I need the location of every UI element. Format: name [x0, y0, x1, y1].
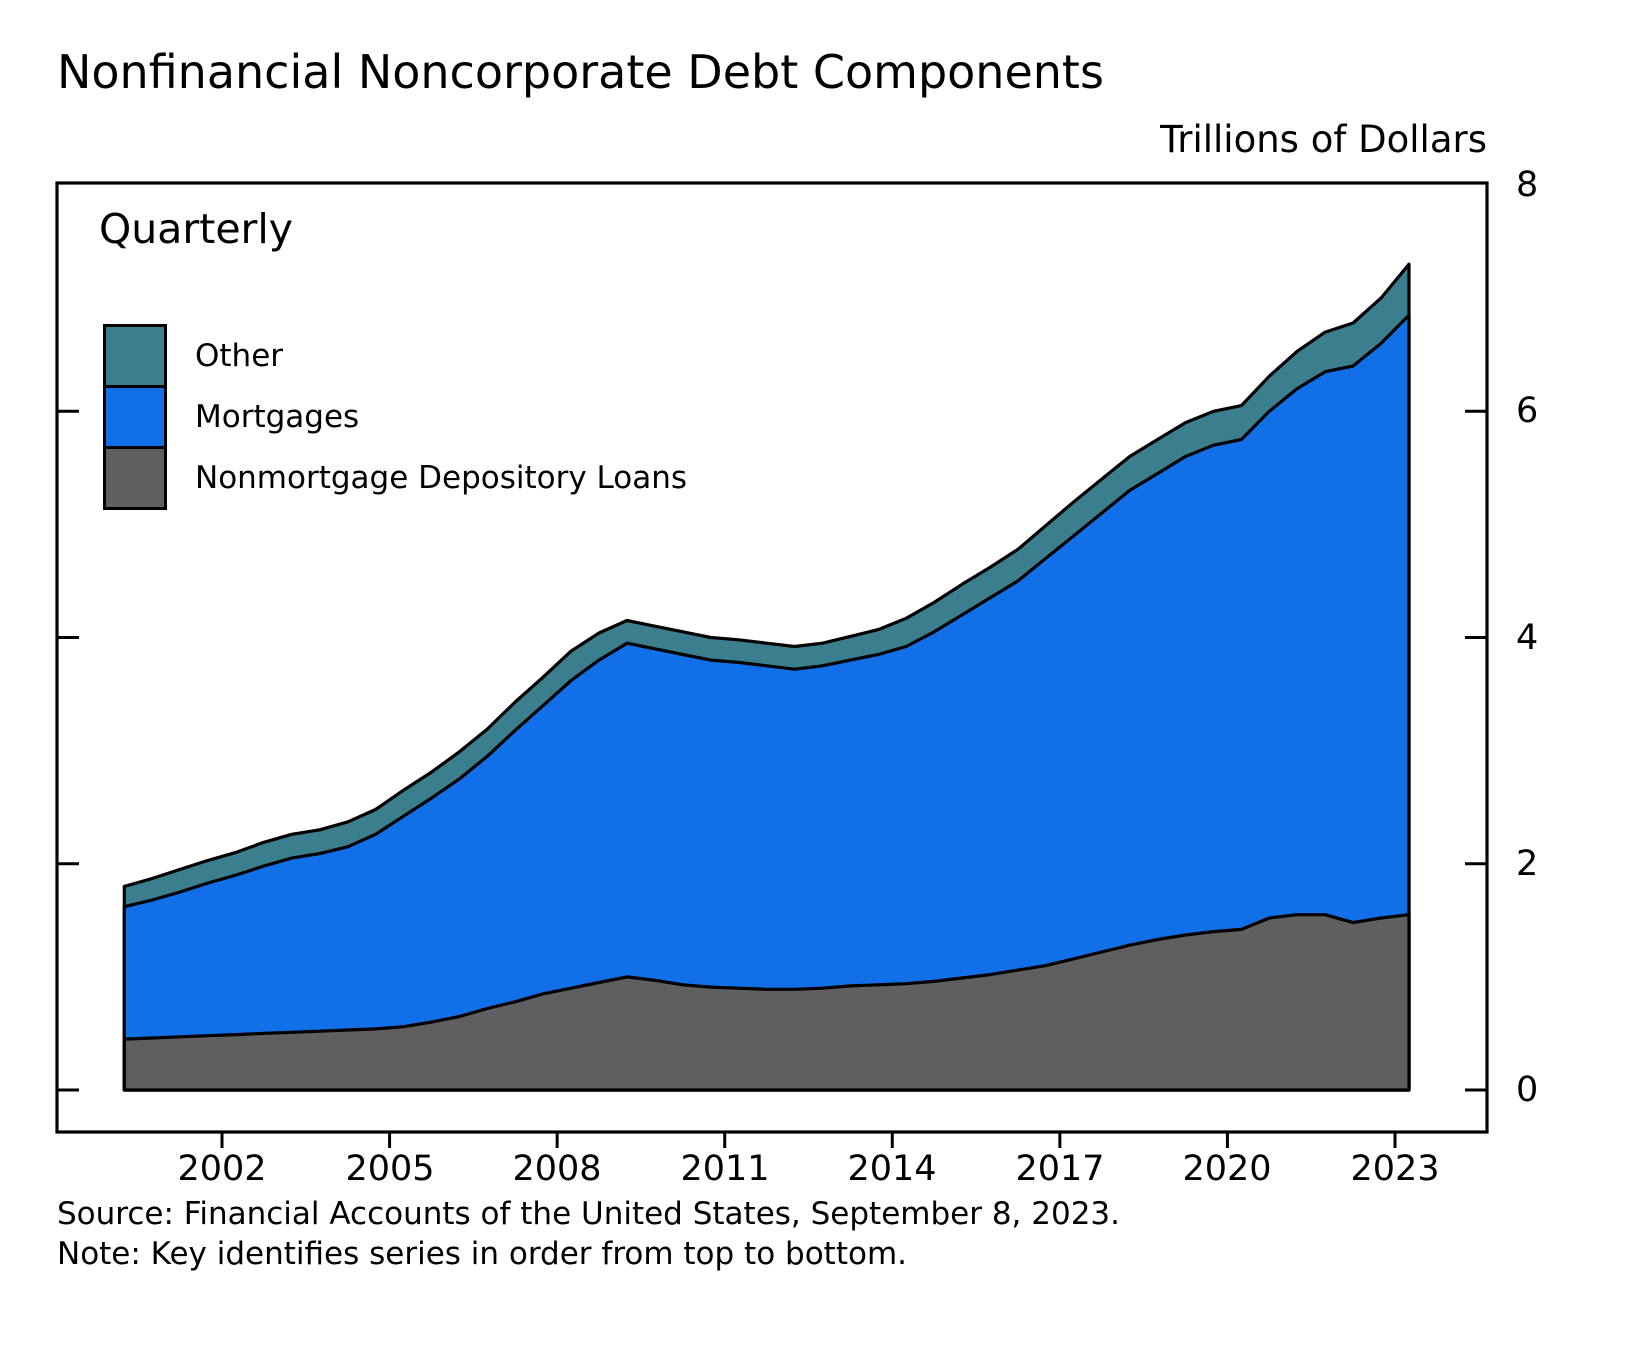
y-tick-label-2: 2: [1516, 844, 1539, 884]
source-text: Source: Financial Accounts of the United…: [57, 1196, 1121, 1232]
y-tick-label-0: 0: [1516, 1070, 1539, 1110]
x-tick-label-2020: 2020: [1182, 1149, 1272, 1189]
x-tick-label-2005: 2005: [345, 1149, 435, 1189]
legend-item-mortgages: Mortgages: [103, 385, 687, 449]
x-tick-label-2014: 2014: [847, 1149, 937, 1189]
frequency-label: Quarterly: [99, 205, 294, 253]
legend-label-other: Other: [195, 338, 284, 374]
note-text: Note: Key identifies series in order fro…: [57, 1236, 908, 1272]
legend-label-mortgages: Mortgages: [195, 399, 360, 435]
legend-item-nonmortgage-depository-loans: Nonmortgage Depository Loans: [103, 446, 687, 510]
x-tick-label-2023: 2023: [1350, 1149, 1440, 1189]
x-tick-label-2011: 2011: [680, 1149, 770, 1189]
x-tick-label-2008: 2008: [512, 1149, 602, 1189]
y-axis-unit-label: Trillions of Dollars: [1160, 118, 1487, 161]
legend: Other Mortgages Nonmortgage Depository L…: [103, 324, 687, 510]
legend-swatch-mortgages: [103, 385, 167, 449]
y-tick-label-8: 8: [1516, 165, 1539, 205]
y-tick-label-6: 6: [1516, 391, 1539, 431]
legend-swatch-nonmortgage-depository-loans: [103, 446, 167, 510]
chart-title: Nonfinancial Noncorporate Debt Component…: [57, 45, 1104, 99]
x-tick-label-2002: 2002: [177, 1149, 267, 1189]
legend-swatch-other: [103, 324, 167, 388]
x-tick-label-2017: 2017: [1015, 1149, 1105, 1189]
y-tick-label-4: 4: [1516, 618, 1539, 658]
legend-label-nonmortgage-depository-loans: Nonmortgage Depository Loans: [195, 460, 688, 496]
legend-item-other: Other: [103, 324, 687, 388]
